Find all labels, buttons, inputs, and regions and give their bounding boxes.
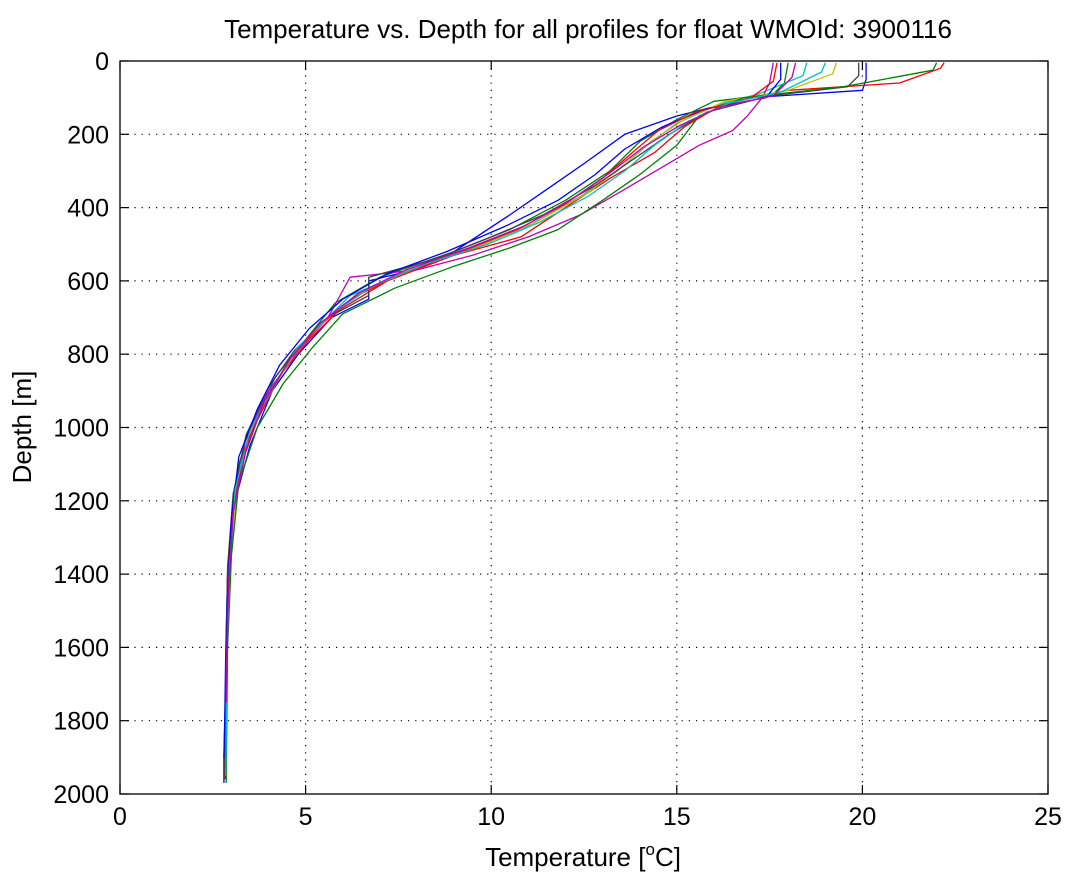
plot-area: [119, 60, 1049, 795]
profile-line-7: [224, 62, 860, 780]
x-axis-ticks: 0 5 10 15 20 25: [113, 61, 1062, 831]
y-tick-label: 400: [67, 195, 109, 223]
y-axis-label: Depth [m]: [7, 371, 37, 484]
x-axis-label-superscript: o: [645, 840, 654, 859]
y-tick-label: 1800: [53, 708, 109, 736]
x-axis-label-end: C]: [655, 842, 681, 872]
grid-lines: [120, 61, 1048, 794]
x-tick-label: 0: [113, 803, 127, 831]
x-tick-label: 15: [663, 803, 691, 831]
profile-line-4: [224, 62, 808, 776]
profile-line-8: [225, 62, 938, 784]
series-layer: [223, 62, 945, 784]
x-axis-label-main: Temperature [: [485, 842, 646, 872]
profile-line-3: [225, 62, 945, 747]
x-tick-label: 5: [299, 803, 313, 831]
y-tick-label: 800: [67, 341, 109, 369]
profile-line-12: [225, 62, 797, 703]
y-tick-label: 1000: [53, 415, 109, 443]
profile-line-11: [225, 62, 826, 776]
chart-title: Temperature vs. Depth for all profiles f…: [224, 14, 952, 44]
y-tick-label: 600: [67, 268, 109, 296]
y-tick-label: 0: [95, 48, 109, 76]
profile-line-5: [224, 62, 774, 776]
x-axis-label: Temperature [oC]: [485, 840, 681, 872]
profile-line-6: [225, 62, 838, 780]
y-tick-label: 1600: [53, 634, 109, 662]
x-tick-label: 20: [848, 803, 876, 831]
y-tick-label: 1400: [53, 561, 109, 589]
profile-line-2: [225, 62, 789, 780]
y-tick-label: 1200: [53, 488, 109, 516]
profile-line-9: [223, 62, 782, 758]
y-tick-label: 2000: [53, 781, 109, 809]
profile-line-1: [223, 62, 867, 783]
x-tick-label: 10: [477, 803, 505, 831]
x-tick-label: 25: [1034, 803, 1062, 831]
y-axis-ticks: 0 200 400 600 800 1000 1200 1400 1600 1800 2000: [53, 48, 1048, 809]
y-tick-label: 200: [67, 121, 109, 149]
profile-line-10: [224, 62, 778, 780]
